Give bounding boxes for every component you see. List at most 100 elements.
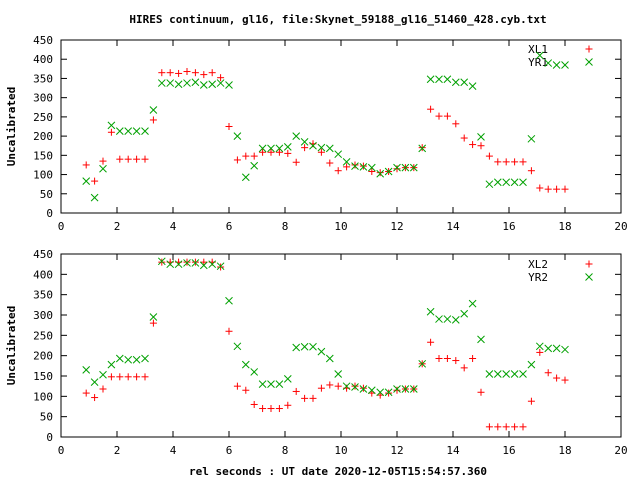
data-point xyxy=(409,163,418,172)
marker-stroke xyxy=(493,178,502,187)
data-point xyxy=(225,81,233,89)
data-point xyxy=(259,405,267,413)
data-point xyxy=(351,162,359,170)
data-point xyxy=(468,299,477,308)
data-point xyxy=(544,185,552,193)
data-point xyxy=(124,373,132,381)
marker-stroke xyxy=(585,273,593,281)
marker-stroke xyxy=(283,374,292,383)
data-point xyxy=(174,80,183,89)
marker-stroke xyxy=(367,163,376,172)
marker-stroke xyxy=(477,133,485,141)
data-point xyxy=(519,178,527,187)
marker-stroke xyxy=(585,58,593,66)
marker-stroke xyxy=(393,163,401,172)
data-point xyxy=(124,155,132,163)
marker-stroke xyxy=(149,106,158,114)
data-point xyxy=(317,347,326,356)
data-point xyxy=(132,355,141,364)
legend-marker xyxy=(585,273,593,281)
data-point xyxy=(367,386,376,395)
data-point xyxy=(82,177,91,185)
marker-stroke xyxy=(317,347,326,356)
data-point xyxy=(443,355,451,363)
data-point xyxy=(132,127,141,135)
marker-stroke xyxy=(409,385,418,393)
x-tick-label: 14 xyxy=(446,220,460,233)
data-point xyxy=(267,144,275,153)
series-yr1 xyxy=(82,51,569,202)
data-point xyxy=(493,370,502,378)
y-tick-label: 250 xyxy=(33,111,53,124)
data-point xyxy=(469,355,477,363)
data-point xyxy=(367,163,376,172)
data-point xyxy=(82,366,91,374)
data-point xyxy=(183,79,191,87)
marker-stroke xyxy=(477,335,485,344)
data-point xyxy=(275,405,283,413)
data-point xyxy=(427,105,435,113)
marker-stroke xyxy=(359,385,368,393)
data-point xyxy=(309,342,317,351)
data-point xyxy=(510,370,519,378)
marker-stroke xyxy=(99,164,107,173)
data-point xyxy=(292,343,301,352)
marker-stroke xyxy=(82,366,91,374)
data-point xyxy=(351,383,359,391)
data-point xyxy=(469,141,477,149)
data-point xyxy=(309,141,317,150)
marker-stroke xyxy=(376,388,385,397)
marker-stroke xyxy=(241,360,250,369)
marker-stroke xyxy=(199,261,208,270)
data-point xyxy=(477,388,485,396)
data-point xyxy=(460,78,469,87)
y-tick-label: 0 xyxy=(46,207,53,220)
data-point xyxy=(443,315,452,323)
data-point xyxy=(149,319,157,327)
marker-stroke xyxy=(468,299,477,308)
data-point xyxy=(275,144,284,153)
data-point xyxy=(485,370,494,378)
marker-stroke xyxy=(199,81,208,89)
data-point xyxy=(359,162,367,170)
data-point xyxy=(149,313,158,321)
data-point xyxy=(241,173,250,182)
data-point xyxy=(158,258,166,266)
data-point xyxy=(519,423,527,431)
y-tick-label: 300 xyxy=(33,92,53,105)
data-point xyxy=(166,69,174,77)
data-point xyxy=(527,134,536,143)
data-point xyxy=(309,394,317,402)
data-point xyxy=(511,158,519,166)
data-point xyxy=(359,163,368,171)
x-tick-label: 20 xyxy=(614,220,627,233)
data-point xyxy=(275,148,283,156)
marker-stroke xyxy=(510,178,519,187)
marker-stroke xyxy=(519,178,527,187)
x-tick-label: 0 xyxy=(58,444,65,457)
marker-stroke xyxy=(460,78,469,87)
data-point xyxy=(233,382,241,390)
data-point xyxy=(283,374,292,383)
marker-stroke xyxy=(376,169,385,178)
y-tick-label: 450 xyxy=(33,248,53,261)
x-tick-label: 4 xyxy=(170,220,177,233)
marker-stroke xyxy=(342,382,351,391)
marker-stroke xyxy=(233,342,242,351)
data-point xyxy=(82,161,90,169)
data-point xyxy=(435,355,443,363)
marker-stroke xyxy=(300,138,309,146)
marker-stroke xyxy=(216,262,225,271)
data-point xyxy=(141,354,149,363)
y-tick-label: 350 xyxy=(33,289,53,302)
marker-stroke xyxy=(157,79,166,87)
marker-stroke xyxy=(544,344,553,353)
data-point xyxy=(90,378,99,386)
data-point xyxy=(149,106,158,114)
data-point xyxy=(561,345,569,354)
data-point xyxy=(561,61,569,69)
data-point xyxy=(435,112,443,120)
marker-stroke xyxy=(367,386,376,395)
data-point xyxy=(317,143,326,152)
data-point xyxy=(485,152,493,160)
